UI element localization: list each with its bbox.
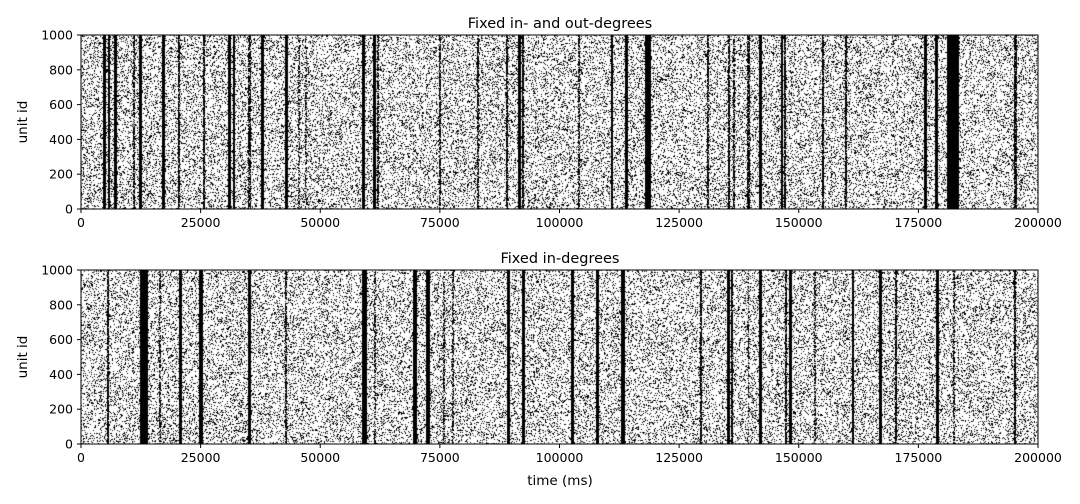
panel-fixed-in-degrees: Fixed in-degrees unit id time (ms) 0 2500… <box>15 251 1062 489</box>
y-axis-ticks: 0 200 400 600 800 1000 <box>41 28 81 217</box>
x-tick-label: 0 <box>77 215 85 230</box>
spike-raster <box>81 270 1038 444</box>
x-tick-label: 50000 <box>300 450 340 465</box>
x-tick-label: 200000 <box>1014 450 1062 465</box>
x-tick-label: 25000 <box>181 450 221 465</box>
x-tick-label: 100000 <box>536 215 584 230</box>
x-tick-label: 125000 <box>655 215 703 230</box>
x-tick-label: 25000 <box>181 215 221 230</box>
x-tick-label: 50000 <box>300 215 340 230</box>
y-tick-label: 0 <box>65 437 73 452</box>
y-axis-label: unit id <box>15 101 31 144</box>
y-axis-ticks: 0 200 400 600 800 1000 <box>41 263 81 452</box>
x-tick-label: 150000 <box>775 215 823 230</box>
y-tick-label: 600 <box>49 97 73 112</box>
y-tick-label: 400 <box>49 132 73 147</box>
x-tick-label: 175000 <box>895 450 943 465</box>
y-tick-label: 800 <box>49 62 73 77</box>
x-axis-ticks: 0 25000 50000 75000 100000 125000 150000 175000… <box>77 209 1062 230</box>
x-tick-label: 0 <box>77 450 85 465</box>
x-tick-label: 75000 <box>420 215 460 230</box>
y-tick-label: 800 <box>49 297 73 312</box>
x-tick-label: 175000 <box>895 215 943 230</box>
x-tick-label: 200000 <box>1014 215 1062 230</box>
panel-fixed-in-and-out-degrees: Fixed in- and out-degrees unit id 0 25000… <box>15 16 1062 230</box>
x-axis-ticks: 0 25000 50000 75000 100000 125000 150000 175000… <box>77 444 1062 465</box>
y-tick-label: 400 <box>49 367 73 382</box>
y-tick-label: 600 <box>49 332 73 347</box>
chart-title: Fixed in- and out-degrees <box>468 16 652 32</box>
y-tick-label: 1000 <box>41 263 73 278</box>
x-tick-label: 150000 <box>775 450 823 465</box>
x-axis-label: time (ms) <box>527 473 593 489</box>
x-tick-label: 100000 <box>536 450 584 465</box>
raster-plot-area <box>81 270 1038 444</box>
y-tick-label: 1000 <box>41 28 73 43</box>
spike-raster <box>81 35 1038 209</box>
x-tick-label: 75000 <box>420 450 460 465</box>
raster-plot-area <box>81 35 1038 209</box>
y-tick-label: 200 <box>49 167 73 182</box>
x-tick-label: 125000 <box>655 450 703 465</box>
chart-title: Fixed in-degrees <box>500 251 619 267</box>
y-axis-label: unit id <box>15 336 31 379</box>
y-tick-label: 200 <box>49 402 73 417</box>
y-tick-label: 0 <box>65 202 73 217</box>
